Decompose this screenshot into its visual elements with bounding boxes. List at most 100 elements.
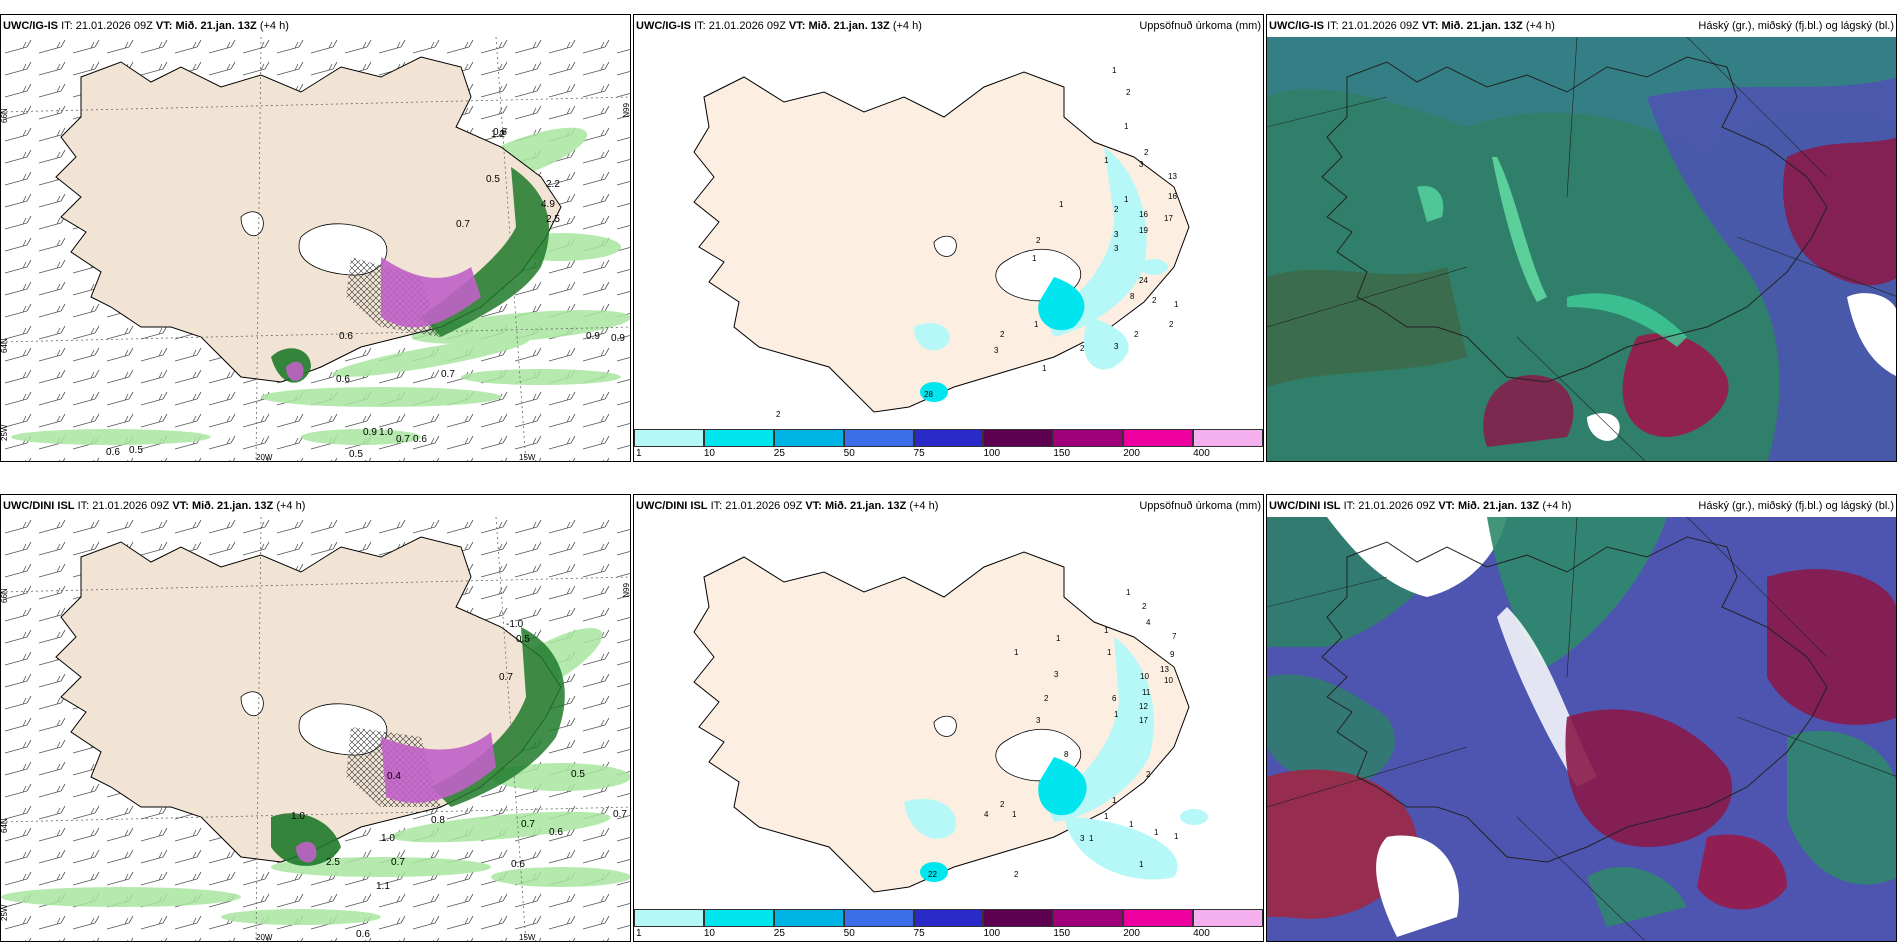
colorbar-tick: 10 [703,448,715,459]
colorbar-tick: 400 [1193,448,1210,459]
glacier [933,715,957,737]
value-label: 1 [1032,254,1037,263]
value-label: 0.6 [413,434,427,445]
colorbar-tick: 10 [703,928,715,939]
value-label: 1.0 [379,427,393,438]
value-label: 1 [1059,200,1064,209]
colorbar-tick: 1 [636,448,642,459]
init-time: 21.01.2026 09Z [1341,20,1419,32]
it-label: IT: [77,500,90,512]
value-label: 0.9 [363,427,377,438]
value-label: 12 [1139,702,1148,711]
panel-ig-is-clouds: UWC/IG-IS IT: 21.01.2026 09Z VT: Mið. 21… [1266,14,1897,462]
init-time: 21.01.2026 09Z [725,500,803,512]
value-label: 4.9 [541,199,555,210]
graticule [1,37,630,461]
value-label: 8 [1130,292,1135,301]
value-label: 28 [924,390,933,399]
colorbar-tick: 25 [773,448,785,459]
value-label: 1 [1104,156,1109,165]
value-label: 0.9 [586,331,600,342]
lon-label: 20W [256,933,273,942]
value-label: 1 [1056,634,1061,643]
value-label: 2 [1044,694,1049,703]
cloud-map [1267,517,1896,941]
panel-header: UWC/IG-IS IT: 21.01.2026 09Z VT: Mið. 21… [634,15,1263,37]
panel-dini-wind: UWC/DINI ISL IT: 21.01.2026 09Z VT: Mið.… [0,494,631,942]
colorbar-ticks: 1 10 25 50 75 100 150 200 400 [634,448,1263,460]
colorbar-swatch [913,429,984,447]
colorbar: 1 10 25 50 75 100 150 200 400 [634,429,1263,461]
field-title: Háský (gr.), miðský (fj.bl.) og lágský (… [1698,20,1894,32]
value-label: 1 [1104,812,1109,821]
lat-label: 66N [621,583,630,598]
value-label: 19 [1139,226,1148,235]
colorbar-tick: 100 [983,928,1001,939]
value-label: 1 [1124,122,1129,131]
model-name: UWC/IG-IS [3,20,58,32]
value-label: 1 [1124,195,1129,204]
value-label: 1.0 [381,833,395,844]
vt-label: VT: [1421,20,1439,32]
value-label: 0.9 [611,333,625,344]
value-label: 1 [1012,810,1017,819]
valid-time: Mið. 21.jan. 13Z [1457,500,1540,512]
value-label: 1 [1174,300,1179,309]
value-label: 1.1 [376,881,390,892]
precip-bands [271,627,565,866]
wind-map: 1.0 0.5 -1.0 0.7 0.7 0.5 0.7 0.6 0.6 0.6… [1,517,630,942]
region-borders [1267,37,1896,461]
value-label: 16 [1168,192,1177,201]
region-borders [1267,517,1896,941]
panel-header: UWC/IG-IS IT: 21.01.2026 09Z VT: Mið. 21… [1,15,630,37]
value-label: 0.7 [499,672,513,683]
field-title: Uppsöfnuð úrkoma (mm) [1139,20,1261,32]
value-label: 3 [1036,716,1041,725]
lat-label: 66N [1,108,9,123]
colorbar-swatch [1193,909,1263,927]
value-label: -1.0 [506,619,524,630]
value-label: 0.6 [493,127,507,138]
it-label: IT: [1327,20,1339,32]
colorbar-swatch [703,909,774,927]
it-label: IT: [694,20,706,32]
value-label: 7 [1172,632,1177,641]
init-time: 21.01.2026 09Z [1358,500,1436,512]
field-title: Háský (gr.), miðský (fj.bl.) og lágský (… [1698,500,1894,512]
valid-time: Mið. 21.jan. 13Z [824,500,907,512]
value-label: 8 [1064,750,1069,759]
panel-header: UWC/DINI ISL IT: 21.01.2026 09Z VT: Mið.… [634,495,1263,517]
value-label: 1 [1034,320,1039,329]
value-label: 0.5 [571,769,585,780]
colorbar-tick: 75 [913,928,925,939]
value-label: 0.5 [129,445,143,456]
precip-shading [904,637,1208,882]
value-label: 0.6 [106,447,120,458]
valid-time: Mið. 21.jan. 13Z [191,500,274,512]
value-label: 3 [1080,834,1085,843]
precip-values: 1 2 4 7 9 13 10 10 11 12 17 1 1 1 1 3 2 … [928,588,1179,879]
model-name: UWC/DINI ISL [636,500,708,512]
valid-time: Mið. 21.jan. 13Z [1441,20,1523,32]
value-label: 0.7 [521,819,535,830]
value-label: 1 [1114,710,1119,719]
precip-map: 1 2 1 2 3 13 16 17 16 19 1 1 2 1 3 3 24 … [693,66,1190,419]
value-label: 1 [1112,796,1117,805]
value-label: 17 [1139,716,1148,725]
colorbar-swatch [983,429,1054,447]
colorbar-swatch [843,909,914,927]
colorbar-tick: 100 [983,448,1001,459]
lat-label: 64N [1,338,9,353]
value-label: 17 [1164,214,1173,223]
precip-map: 1 2 4 7 9 13 10 10 11 12 17 1 1 1 1 3 2 … [693,551,1208,893]
value-label: 1 [1154,828,1159,837]
colorbar-tick: 150 [1053,448,1071,459]
value-label: 16 [1139,210,1148,219]
value-label: 3 [1114,244,1119,253]
value-label: 2 [1036,236,1041,245]
colorbar-tick: 1 [636,928,642,939]
colorbar-ticks: 1 10 25 50 75 100 150 200 400 [634,928,1263,940]
value-label: 10 [1164,676,1173,685]
precip-shading [914,147,1168,402]
value-label: 2 [1080,344,1085,353]
